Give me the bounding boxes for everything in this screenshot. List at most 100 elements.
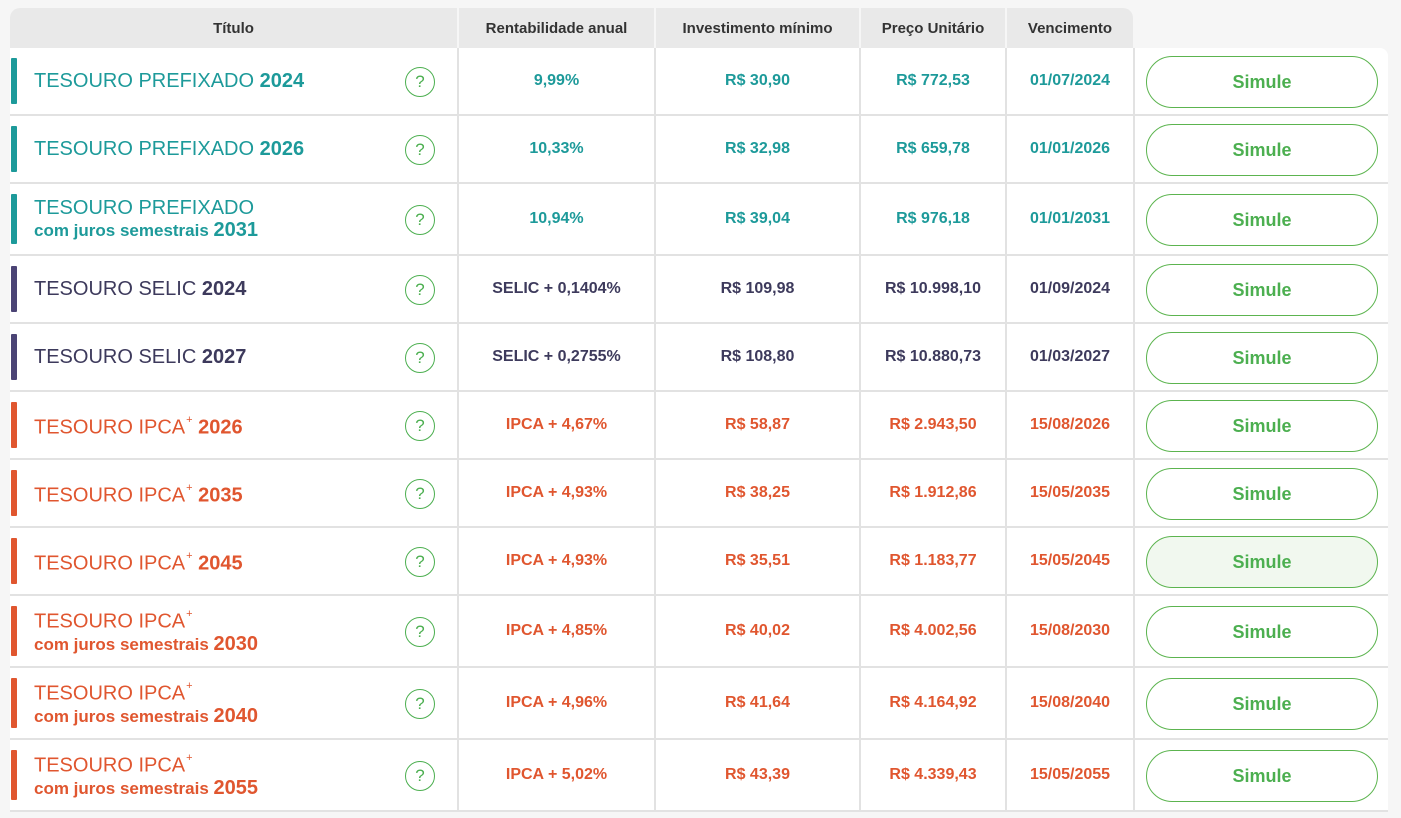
simule-button[interactable]: Simule [1146,332,1378,384]
column-divider [1005,116,1007,184]
bonds-table: TESOURO PREFIXADO 2024? 9,99% R$ 30,90 R$ 7… [10,48,1388,812]
column-divider [457,740,459,812]
category-bar [11,402,17,448]
column-divider [1005,460,1007,528]
help-icon[interactable]: ? [405,343,435,373]
help-icon[interactable]: ? [405,135,435,165]
column-divider [654,528,656,596]
help-icon[interactable]: ? [405,275,435,305]
rentabilidade-value: IPCA + 4,67% [505,416,608,433]
preco-value: R$ 4.164,92 [889,694,977,711]
bond-subtitle-line: com juros semestrais 2031 [34,219,258,242]
column-divider [654,596,656,668]
column-divider [457,116,459,184]
column-divider [1133,460,1135,528]
bond-name: TESOURO PREFIXADO [34,138,255,160]
simule-button[interactable]: Simule [1146,194,1378,246]
help-icon[interactable]: ? [405,617,435,647]
simule-button[interactable]: Simule [1146,124,1378,176]
category-bar [11,470,17,516]
table-row: TESOURO IPCA+ com juros semestrais 2040? I… [10,668,1388,740]
bond-subtitle-line: com juros semestrais 2030 [34,633,258,656]
column-divider [457,460,459,528]
help-icon[interactable]: ? [405,411,435,441]
bond-name-line: TESOURO SELIC 2024 [34,278,246,300]
help-icon[interactable]: ? [405,205,435,235]
table-row: TESOURO IPCA+ com juros semestrais 2030? I… [10,596,1388,668]
investimento-value: R$ 38,25 [725,484,790,501]
preco-value: R$ 10.880,73 [884,348,982,365]
rentabilidade-value: 10,33% [529,140,584,157]
category-bar [11,538,17,584]
bond-year: 2030 [213,632,259,655]
bond-name: TESOURO IPCA [34,484,186,507]
investimento-value: R$ 43,39 [725,766,790,783]
bond-name: TESOURO SELIC [34,346,197,368]
category-bar [11,58,17,104]
bond-name-superscript: + [186,413,193,426]
simule-button[interactable]: Simule [1146,606,1378,658]
bond-year: 2031 [213,218,259,241]
table-row: TESOURO PREFIXADO com juros semestrais 20… [10,184,1388,256]
simule-button[interactable]: Simule [1146,264,1378,316]
bond-title: TESOURO PREFIXADO 2026 [34,116,304,182]
column-divider [654,668,656,740]
column-divider [457,668,459,740]
help-icon[interactable]: ? [405,479,435,509]
table-row: TESOURO IPCA+ 2035? IPCA + 4,93% R$ 38,25 R… [10,460,1388,528]
simule-button[interactable]: Simule [1146,56,1378,108]
simule-button[interactable]: Simule [1146,400,1378,452]
help-icon[interactable]: ? [405,689,435,719]
column-divider [1005,184,1007,256]
investimento-value: R$ 39,04 [725,210,790,227]
bond-name-line: TESOURO IPCA+ 2026 [34,412,243,439]
column-divider [1133,324,1135,392]
bond-name: TESOURO IPCA [34,754,186,777]
help-icon[interactable]: ? [405,67,435,97]
column-divider [859,392,861,460]
rentabilidade-value: IPCA + 4,85% [505,622,608,639]
column-divider [654,184,656,256]
column-divider [457,528,459,596]
bond-title: TESOURO SELIC 2024 [34,256,246,322]
simule-button[interactable]: Simule [1146,536,1378,588]
column-divider [457,184,459,256]
simule-button[interactable]: Simule [1146,678,1378,730]
column-divider [654,48,656,116]
vencimento-value: 15/05/2045 [1029,552,1111,569]
bond-subtitle-line: com juros semestrais 2040 [34,705,258,728]
preco-value: R$ 659,78 [896,140,970,157]
vencimento-value: 15/05/2055 [1029,766,1111,783]
header-vencimento: Vencimento [1007,8,1133,48]
bond-year: 2026 [198,416,243,439]
preco-value: R$ 4.339,43 [889,766,977,783]
bond-title: TESOURO IPCA+ 2045 [34,528,243,594]
column-divider [859,596,861,668]
table-row: TESOURO IPCA+ com juros semestrais 2055? I… [10,740,1388,812]
rentabilidade-value: 10,94% [529,210,584,227]
category-bar [11,334,17,380]
simule-button[interactable]: Simule [1146,468,1378,520]
table-row: TESOURO SELIC 2027? SELIC + 0,2755% R$ 108… [10,324,1388,392]
bond-name-line: TESOURO IPCA+ [34,606,258,633]
column-divider [654,740,656,812]
column-divider [457,596,459,668]
investimento-value: R$ 40,02 [725,622,790,639]
simule-button[interactable]: Simule [1146,750,1378,802]
bond-name: TESOURO IPCA [34,552,186,575]
column-divider [1133,528,1135,596]
investimento-value: R$ 41,64 [725,694,790,711]
help-icon[interactable]: ? [405,547,435,577]
column-divider [654,116,656,184]
help-icon[interactable]: ? [405,761,435,791]
bond-year: 2026 [259,138,305,160]
preco-value: R$ 772,53 [896,72,970,89]
column-divider [654,392,656,460]
bond-year: 2040 [213,704,259,727]
column-divider [654,324,656,392]
bond-name: TESOURO IPCA [34,610,186,633]
column-divider [1133,116,1135,184]
column-divider [859,528,861,596]
column-divider [859,256,861,324]
bond-year: 2027 [201,346,247,368]
